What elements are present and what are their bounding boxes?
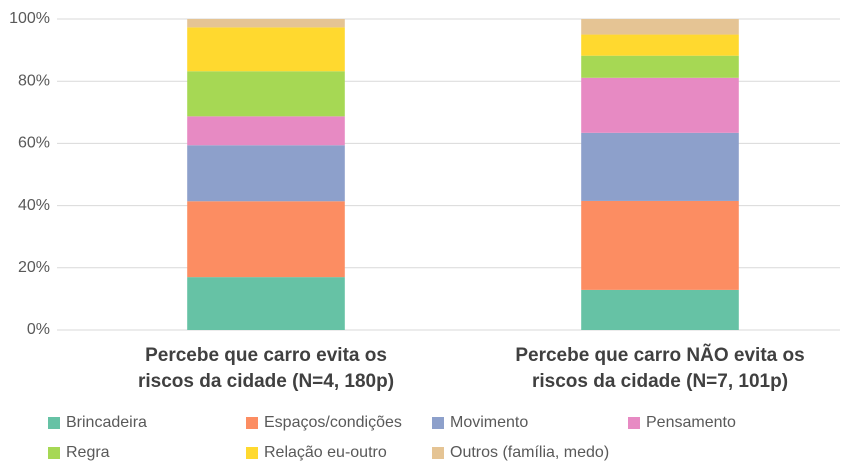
bar-segment — [187, 71, 345, 117]
legend-label: Pensamento — [646, 414, 736, 431]
bar-segment — [581, 34, 739, 56]
y-tick-label: 100% — [9, 10, 50, 27]
legend-label: Relação eu-outro — [264, 444, 387, 461]
bar-segment — [187, 201, 345, 278]
bar-segment — [187, 145, 345, 202]
y-tick-label: 0% — [27, 321, 50, 338]
legend-label: Outros (família, medo) — [450, 444, 609, 461]
bar-segment — [187, 116, 345, 146]
bar-segment — [187, 277, 345, 330]
bar-segment — [581, 77, 739, 133]
x-tick-label: Percebe que carro NÃO evita os riscos da… — [515, 345, 805, 392]
bar-segment — [187, 19, 345, 28]
legend-label: Movimento — [450, 414, 528, 431]
bar-segment — [581, 132, 739, 201]
legend-swatch — [432, 447, 444, 459]
x-tick-label: Percebe que carro evita os riscos da cid… — [137, 345, 395, 392]
legend-swatch — [628, 417, 640, 429]
legend-label: Regra — [66, 444, 110, 461]
legend-swatch — [246, 447, 258, 459]
legend-swatch — [246, 417, 258, 429]
legend-label: Brincadeira — [66, 414, 147, 431]
legend-swatch — [48, 417, 60, 429]
legend-label: Espaços/condições — [264, 414, 402, 431]
bar-segment — [581, 19, 739, 35]
bar-segment — [187, 27, 345, 72]
y-tick-label: 80% — [18, 72, 50, 89]
bar-segment — [581, 200, 739, 290]
legend-swatch — [48, 447, 60, 459]
legend-swatch — [432, 417, 444, 429]
y-tick-label: 20% — [18, 259, 50, 276]
y-tick-label: 60% — [18, 135, 50, 152]
bar-segment — [581, 55, 739, 78]
y-tick-label: 40% — [18, 197, 50, 214]
bar-segment — [581, 289, 739, 330]
